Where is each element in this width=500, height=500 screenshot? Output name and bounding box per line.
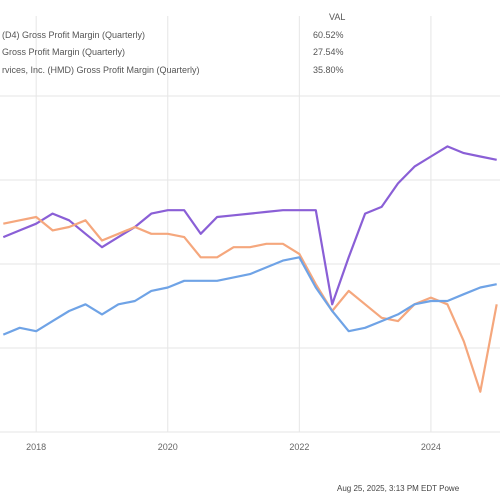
legend-header: VAL	[329, 12, 345, 22]
legend-label-2: Gross Profit Margin (Quarterly)	[2, 47, 125, 57]
x-tick-label: 2020	[158, 442, 178, 452]
footer-bg	[0, 483, 500, 500]
series-lines	[2, 145, 498, 393]
legend-value-1: 60.52%	[313, 30, 344, 40]
series-line-1	[2, 145, 497, 306]
x-tick-label: 2024	[421, 442, 441, 452]
series-line-2	[3, 215, 498, 393]
legend-label-1: (D4) Gross Profit Margin (Quarterly)	[2, 30, 145, 40]
x-tick-label: 2018	[26, 442, 46, 452]
legend-value-2: 27.54%	[313, 47, 344, 57]
legend: VAL (D4) Gross Profit Margin (Quarterly)…	[2, 12, 345, 75]
legend-label-3: rvices, Inc. (HMD) Gross Profit Margin (…	[2, 65, 200, 75]
legend-value-3: 35.80%	[313, 65, 344, 75]
x-axis-ticks: 2018 2020 2022 2024	[26, 442, 441, 452]
footer-timestamp: Aug 25, 2025, 3:13 PM EDT Powe	[337, 484, 460, 493]
series-line-3	[2, 256, 497, 336]
x-tick-label: 2022	[289, 442, 309, 452]
